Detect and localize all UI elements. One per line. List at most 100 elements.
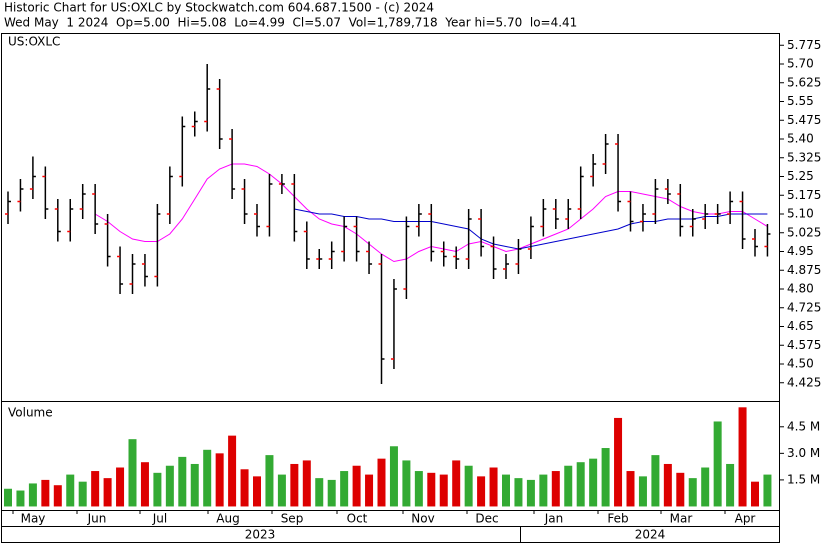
volume-bar — [751, 481, 759, 507]
volume-bar — [389, 446, 398, 507]
volume-bar — [414, 471, 423, 507]
volume-bar — [514, 478, 523, 507]
volume-bar — [4, 488, 12, 507]
month-label: Mar — [670, 512, 693, 526]
y-tick-label: 5.775 — [787, 38, 821, 52]
quote-line: Wed May 1 2024 Op=5.00 Hi=5.08 Lo=4.99 C… — [4, 16, 577, 30]
volume-bar — [614, 417, 623, 507]
volume-bar — [638, 476, 647, 507]
volume-bar — [726, 463, 735, 507]
volume-bar — [651, 455, 660, 507]
volume-bar — [327, 479, 336, 507]
volume-bar — [140, 462, 149, 507]
volume-label: Volume — [8, 406, 53, 420]
volume-bar — [489, 467, 498, 507]
volume-bar — [352, 465, 361, 507]
volume-bar — [91, 471, 100, 507]
y-tick-label: 5.25 — [787, 169, 814, 183]
volume-bar — [688, 478, 697, 507]
y-tick-label: 5.55 — [787, 94, 814, 108]
month-label: Oct — [347, 512, 368, 526]
volume-bar — [78, 481, 87, 507]
volume-bar — [315, 478, 324, 507]
volume-bar — [626, 471, 635, 507]
y-tick-label: 4.725 — [787, 300, 821, 314]
month-label: May — [21, 512, 46, 526]
y-tick-label: 5.625 — [787, 75, 821, 89]
volume-bar — [16, 490, 25, 507]
volume-bar — [452, 460, 461, 507]
volume-bar — [365, 474, 374, 507]
y-tick-label: 5.025 — [787, 225, 821, 239]
volume-bar — [66, 474, 75, 507]
volume-bar — [116, 467, 125, 507]
volume-bar — [253, 476, 261, 507]
volume-bar — [439, 474, 448, 507]
volume-bar — [763, 474, 772, 507]
volume-bar — [427, 472, 436, 507]
volume-bar — [128, 439, 137, 507]
volume-bar — [277, 474, 286, 507]
month-label: Nov — [411, 512, 434, 526]
volume-bar — [41, 479, 50, 507]
volume-bar — [676, 472, 685, 507]
volume-bar — [663, 463, 672, 507]
y-tick-label: 4.95 — [787, 244, 814, 258]
y-tick-label: 5.70 — [787, 57, 814, 71]
y-tick-label: 4.50 — [787, 357, 814, 371]
month-label: Dec — [475, 512, 498, 526]
volume-bar — [228, 435, 237, 507]
volume-bar — [402, 460, 411, 507]
volume-bar — [290, 463, 299, 507]
month-label: Feb — [607, 512, 628, 526]
volume-bar — [153, 472, 162, 507]
y-tick-label: 4.5 M — [787, 419, 820, 433]
y-tick-label: 5.475 — [787, 113, 821, 127]
volume-bar — [576, 462, 585, 507]
y-tick-label: 4.80 — [787, 282, 814, 296]
y-tick-label: 5.175 — [787, 188, 821, 202]
volume-bar — [340, 471, 349, 507]
y-tick-label: 4.65 — [787, 319, 814, 333]
month-label: Jul — [152, 512, 167, 526]
y-tick-label: 5.40 — [787, 132, 814, 146]
symbol-label: US:OXLC — [8, 35, 60, 49]
y-tick-label: 4.575 — [787, 338, 821, 352]
volume-bar — [28, 483, 37, 507]
volume-bar — [701, 467, 710, 507]
volume-bar — [240, 469, 249, 507]
y-tick-label: 5.10 — [787, 207, 814, 221]
volume-bar — [601, 448, 610, 507]
month-label: Aug — [216, 512, 239, 526]
volume-bar — [178, 456, 187, 507]
volume-bar — [377, 458, 386, 507]
volume-bar — [713, 421, 722, 507]
volume-bar — [738, 407, 747, 507]
volume-bar — [302, 460, 311, 507]
volume-bar — [165, 465, 174, 507]
y-tick-label: 4.425 — [787, 375, 821, 389]
month-label: Jun — [87, 512, 107, 526]
y-tick-label: 3.0 M — [787, 446, 820, 460]
month-label: Apr — [735, 512, 756, 526]
volume-bar — [589, 458, 598, 507]
volume-bar — [203, 449, 212, 507]
volume-bar — [103, 478, 112, 507]
volume-bar — [53, 485, 62, 507]
month-label: Sep — [281, 512, 304, 526]
year-label: 2023 — [245, 528, 276, 542]
volume-bar — [564, 465, 573, 507]
volume-bar — [526, 479, 535, 507]
volume-bar — [464, 465, 473, 507]
volume-bar — [551, 471, 560, 507]
year-label: 2024 — [635, 528, 666, 542]
volume-bar — [265, 455, 274, 507]
y-tick-label: 4.875 — [787, 263, 821, 277]
volume-bar — [502, 474, 510, 507]
chart-title: Historic Chart for US:OXLC by Stockwatch… — [4, 1, 434, 15]
volume-bar — [215, 453, 224, 507]
y-tick-label: 1.5 M — [787, 472, 820, 486]
volume-bar — [190, 463, 199, 507]
